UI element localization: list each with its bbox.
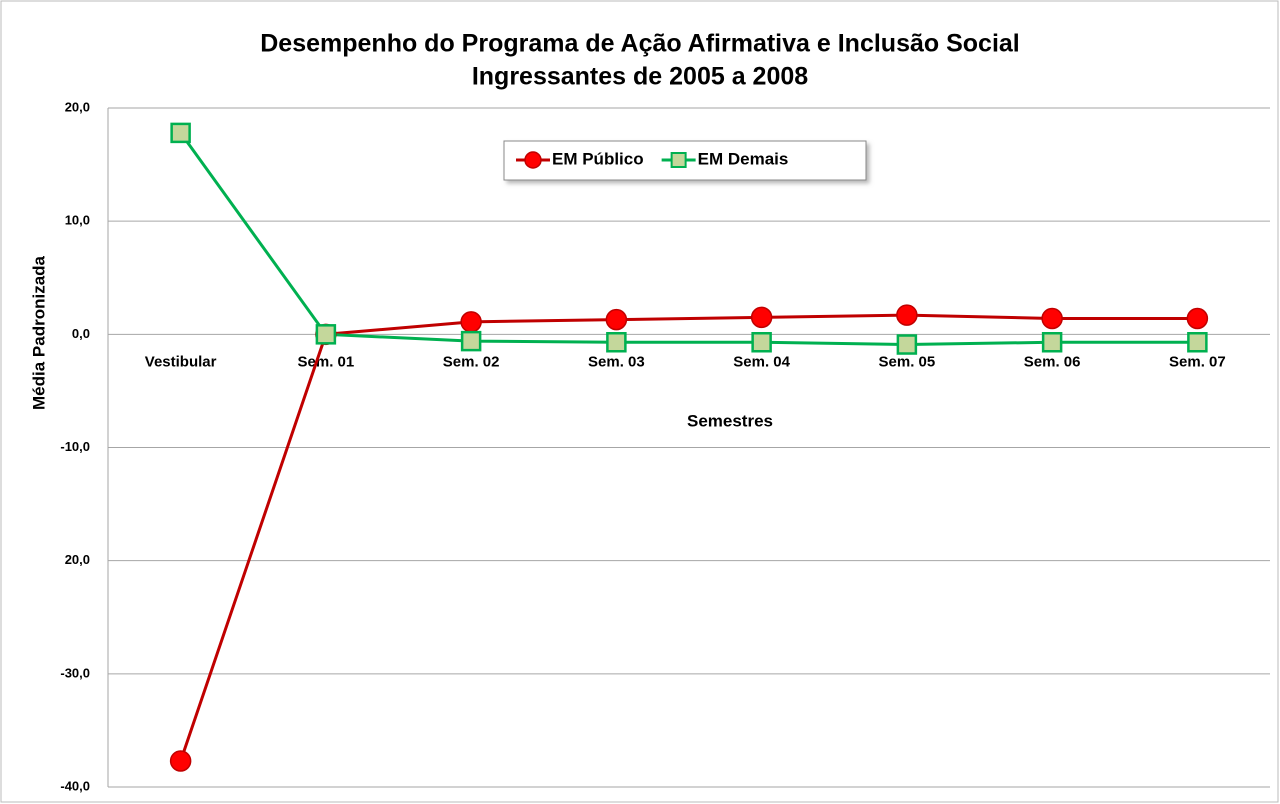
legend-label: EM Demais (698, 149, 789, 168)
point (460, 330, 482, 352)
y-tick-label: -10,0 (60, 439, 90, 454)
point (169, 750, 192, 772)
x-tick-label: Sem. 03 (588, 353, 645, 370)
x-axis-title: Semestres (687, 411, 773, 430)
point (750, 306, 773, 329)
series-line (179, 132, 1198, 347)
point (1187, 332, 1208, 353)
x-tick-label: Sem. 05 (879, 353, 936, 370)
x-tick-label: Sem. 01 (298, 353, 355, 370)
y-tick-label: 0,0 (72, 326, 90, 341)
point (751, 332, 772, 353)
legend-marker (524, 151, 542, 169)
x-tick-label: Vestibular (145, 353, 217, 370)
x-tick-label: Sem. 04 (733, 353, 790, 370)
x-tick-label: Sem. 06 (1024, 353, 1081, 370)
point (1186, 307, 1209, 330)
series-line (179, 313, 1198, 762)
y-tick-label: 10,0 (65, 213, 90, 228)
legend: EM Público EM Demais (503, 140, 867, 181)
x-tick-label: Sem. 07 (1169, 353, 1226, 370)
y-tick-label: 20,0 (65, 552, 90, 567)
point (896, 334, 918, 355)
y-tick-label: -30,0 (60, 665, 90, 680)
point (1041, 332, 1063, 353)
legend-label: EM Público (552, 149, 644, 168)
chart-title: Desempenho do Programa de Ação Afirmativ… (260, 30, 1020, 58)
point (170, 122, 191, 144)
x-tick-label: Sem. 02 (443, 353, 500, 370)
point (605, 308, 628, 331)
chart-title: Ingressantes de 2005 a 2008 (472, 63, 808, 91)
legend-marker (670, 152, 687, 168)
y-tick-label: -40,0 (60, 778, 90, 793)
point (315, 324, 337, 345)
y-axis-title: Média Padronizada (29, 255, 48, 410)
y-tick-label: 20,0 (65, 99, 90, 114)
point (606, 332, 627, 353)
point (1041, 307, 1063, 330)
point (460, 311, 482, 333)
point (896, 304, 918, 326)
